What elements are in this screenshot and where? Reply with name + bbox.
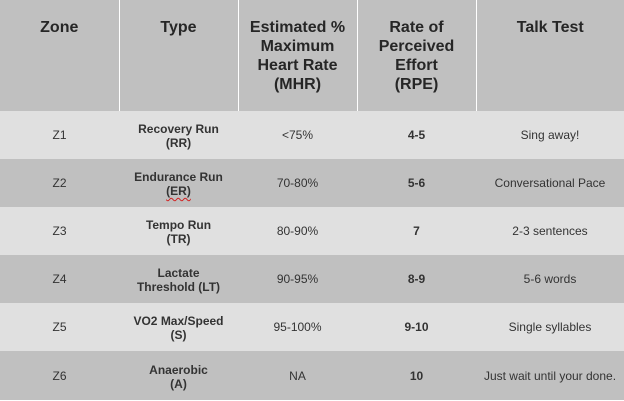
type-name: Tempo Run <box>145 218 212 232</box>
table-row: Z6 Anaerobic (A) NA 10 Just wait until y… <box>0 351 624 400</box>
type-name: Endurance Run <box>123 170 234 184</box>
type-cell: VO2 Max/Speed (S) <box>119 303 238 351</box>
header-talk-label: Talk Test <box>516 19 584 36</box>
talk-test-cell: Conversational Pace <box>476 159 624 207</box>
rpe-cell: 8-9 <box>357 255 476 303</box>
zone-cell: Z4 <box>0 255 119 303</box>
type-cell: Anaerobic (A) <box>119 351 238 400</box>
zone-cell: Z3 <box>0 207 119 255</box>
header-row: Zone Type Estimated % Maximum Heart Rate… <box>0 0 624 111</box>
mhr-cell: 90-95% <box>238 255 357 303</box>
type-abbrev: (ER) <box>123 184 234 198</box>
type-abbrev: (S) <box>170 328 187 342</box>
mhr-cell: <75% <box>238 111 357 159</box>
type-name: Recovery Run <box>138 122 219 136</box>
mhr-cell: NA <box>238 351 357 400</box>
header-rpe-line3: Effort <box>395 57 438 74</box>
type-name-text: Endurance Run <box>134 170 223 184</box>
rpe-cell: 4-5 <box>357 111 476 159</box>
type-abbrev: (TR) <box>166 232 191 246</box>
header-rpe-line2: Perceived <box>378 38 455 55</box>
table-row: Z4 Lactate Threshold (LT) 90-95% 8-9 5-6… <box>0 255 624 303</box>
mhr-cell: 80-90% <box>238 207 357 255</box>
header-mhr-line3: Heart Rate <box>257 57 338 74</box>
type-cell: Tempo Run (TR) <box>119 207 238 255</box>
header-zone-label: Zone <box>40 19 79 36</box>
rpe-cell: 9-10 <box>357 303 476 351</box>
mhr-cell: 95-100% <box>238 303 357 351</box>
type-abbrev: (RR) <box>165 136 192 150</box>
header-mhr-line2: Maximum <box>260 38 335 55</box>
header-type: Type <box>119 0 239 111</box>
table-row: Z1 Recovery Run (RR) <75% 4-5 Sing away! <box>0 111 624 159</box>
type-abbrev-text: (ER) <box>166 184 191 198</box>
header-talk-test: Talk Test <box>476 0 624 111</box>
header-mhr-line1: Estimated % <box>249 19 346 36</box>
header-mhr-line4: (MHR) <box>273 76 322 93</box>
table-header: Zone Type Estimated % Maximum Heart Rate… <box>0 0 624 111</box>
talk-test-cell: Sing away! <box>476 111 624 159</box>
header-rpe-line1: Rate of <box>389 19 444 36</box>
header-type-label: Type <box>160 19 197 36</box>
zone-cell: Z1 <box>0 111 119 159</box>
table-row: Z3 Tempo Run (TR) 80-90% 7 2-3 sentences <box>0 207 624 255</box>
talk-test-cell: Just wait until your done. <box>476 351 624 400</box>
table-body: Z1 Recovery Run (RR) <75% 4-5 Sing away!… <box>0 111 624 400</box>
table-row: Z5 VO2 Max/Speed (S) 95-100% 9-10 Single… <box>0 303 624 351</box>
type-name: Anaerobic <box>149 362 208 377</box>
zone-cell: Z6 <box>0 351 119 400</box>
rpe-cell: 10 <box>357 351 476 400</box>
type-abbrev: Threshold (LT) <box>136 280 221 294</box>
mhr-cell: 70-80% <box>238 159 357 207</box>
type-cell: Endurance Run (ER) <box>119 159 238 207</box>
rpe-cell: 5-6 <box>357 159 476 207</box>
rpe-cell: 7 <box>357 207 476 255</box>
talk-test-cell: 5-6 words <box>476 255 624 303</box>
header-rpe-line4: (RPE) <box>394 76 439 93</box>
zone-cell: Z2 <box>0 159 119 207</box>
type-name: VO2 Max/Speed <box>133 314 224 328</box>
type-cell: Lactate Threshold (LT) <box>119 255 238 303</box>
type-name: Lactate <box>157 266 200 280</box>
header-zone: Zone <box>0 0 120 111</box>
type-cell: Recovery Run (RR) <box>119 111 238 159</box>
talk-test-cell: Single syllables <box>476 303 624 351</box>
header-rpe: Rate of Perceived Effort (RPE) <box>357 0 477 111</box>
talk-test-cell: 2-3 sentences <box>476 207 624 255</box>
table-row: Z2 Endurance Run (ER) 70-80% 5-6 Convers… <box>0 159 624 207</box>
type-abbrev: (A) <box>170 376 187 391</box>
zone-cell: Z5 <box>0 303 119 351</box>
header-mhr: Estimated % Maximum Heart Rate (MHR) <box>238 0 358 111</box>
